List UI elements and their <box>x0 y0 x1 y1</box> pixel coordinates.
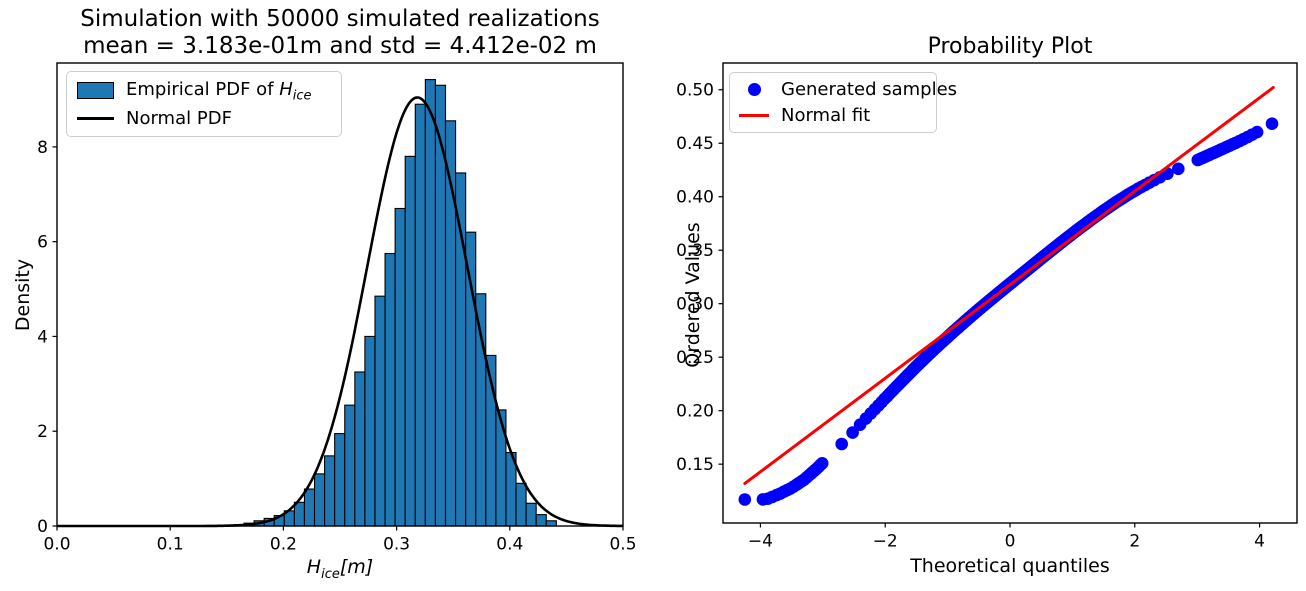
probplot-spines <box>722 62 1298 524</box>
right-legend: Generated samples Normal fit <box>729 72 957 133</box>
histogram-bar <box>515 482 527 527</box>
probability-plot <box>738 85 1279 506</box>
probplot-xtick-label: 2 <box>1129 532 1140 552</box>
left-xlabel: Hice[m] <box>57 556 623 582</box>
samples-dot-swatch <box>739 82 769 96</box>
probplot-ytick-label: 0.15 <box>676 455 714 475</box>
legend-item-generated-samples: Generated samples <box>739 79 957 100</box>
normal-pdf-line-swatch <box>77 117 114 121</box>
probplot-ticks: −4 −2 0 2 4 0.15 0.20 0.25 0.30 0.35 0.40 0.45 0.50 <box>676 81 1265 552</box>
sample-dot <box>835 437 848 451</box>
sample-dot <box>1172 162 1185 176</box>
probplot-ytick-label: 0.35 <box>676 241 714 261</box>
histogram-ytick-label: 0 <box>37 517 48 537</box>
sample-dot <box>1250 125 1264 139</box>
histogram-ytick-label: 8 <box>37 138 48 158</box>
sample-dot <box>1265 117 1279 130</box>
probplot-ytick-label: 0.50 <box>676 81 714 101</box>
histogram-bar <box>414 103 426 527</box>
probplot-ytick-label: 0.25 <box>676 348 714 368</box>
histogram-bar <box>495 409 507 527</box>
histogram-bar <box>334 433 346 527</box>
histogram-spines <box>56 62 624 527</box>
legend-item-normal-pdf: Normal PDF <box>77 108 331 129</box>
histogram-bar <box>384 252 396 527</box>
right-ylabel: Ordered Values <box>682 222 704 368</box>
probplot-xtick-label: 4 <box>1254 532 1265 552</box>
histogram-patch-swatch <box>77 82 114 100</box>
left-ylabel: Density <box>12 258 34 332</box>
legend-label-generated-samples: Generated samples <box>781 78 958 100</box>
legend-label-normal-pdf: Normal PDF <box>126 108 232 130</box>
histogram-axes: 0.0 0.1 0.2 0.3 0.4 0.5 0 2 4 6 8 <box>37 62 637 555</box>
histogram-bar <box>424 79 436 527</box>
histogram-bar <box>344 404 356 527</box>
histogram-ytick-label: 6 <box>37 233 48 253</box>
histogram-ticks: 0.0 0.1 0.2 0.3 0.4 0.5 0 2 4 6 8 <box>37 138 636 555</box>
legend-label-empirical-pdf: Empirical PDF of Hice <box>126 79 312 104</box>
histogram-bar <box>354 371 366 527</box>
probplot-ytick-label: 0.30 <box>676 295 714 315</box>
histogram-bar <box>394 207 406 527</box>
histogram-bar <box>404 155 416 527</box>
left-plot-title: Simulation with 50000 simulated realizat… <box>57 6 623 60</box>
legend-label-normal-fit: Normal fit <box>781 105 871 127</box>
legend-item-normal-fit: Normal fit <box>739 105 927 126</box>
probplot-ytick-label: 0.20 <box>676 402 714 422</box>
histogram-bar <box>303 488 316 527</box>
legend-label-var: H <box>279 78 293 100</box>
histogram-xtick-label: 0.3 <box>383 535 410 555</box>
histogram-bar <box>525 502 537 527</box>
histogram-xtick-label: 0.0 <box>43 535 70 555</box>
right-plot-title: Probability Plot <box>927 34 1093 59</box>
left-xlabel-subscript: ice <box>321 566 340 582</box>
sample-dot <box>815 457 829 470</box>
probplot-xtick-label: 0 <box>1005 532 1016 552</box>
histogram-xtick-label: 0.4 <box>496 535 523 555</box>
histogram-bar <box>465 231 477 527</box>
legend-label-pre: Empirical PDF of <box>126 78 280 100</box>
histogram-xtick-label: 0.2 <box>270 535 297 555</box>
sample-dot <box>738 493 752 506</box>
histogram-bar <box>535 514 547 527</box>
left-title-line2: mean = 3.183e-01m and std = 4.412e-02 m <box>83 33 597 59</box>
probplot-axes: −4 −2 0 2 4 0.15 0.20 0.25 0.30 0.35 0.40 0.45 0.50 <box>676 62 1298 552</box>
legend-item-empirical-pdf: Empirical PDF of Hice <box>77 79 331 104</box>
left-legend: Empirical PDF of Hice Normal PDF <box>66 71 342 137</box>
histogram-bars <box>233 79 557 527</box>
left-xlabel-unit: [m] <box>339 556 374 578</box>
normal-fit-line-swatch <box>739 114 769 118</box>
generated-samples-dots <box>738 117 1279 506</box>
normal-fit-line <box>743 85 1275 485</box>
probplot-xtick-label: −2 <box>873 532 898 552</box>
sample-dot <box>846 426 859 439</box>
left-title-line1: Simulation with 50000 simulated realizat… <box>80 6 600 32</box>
histogram-bar <box>313 473 326 527</box>
histogram-plot <box>57 79 623 528</box>
histogram-bar <box>374 295 386 527</box>
probplot-ytick-label: 0.45 <box>676 134 714 154</box>
left-xlabel-variable: H <box>306 556 322 578</box>
histogram-bar <box>545 520 557 527</box>
histogram-bar <box>364 335 376 527</box>
histogram-xtick-label: 0.1 <box>157 535 184 555</box>
probplot-xtick-label: −4 <box>748 532 773 552</box>
histogram-bar <box>324 455 336 527</box>
histogram-ytick-label: 4 <box>37 327 48 347</box>
histogram-xtick-label: 0.5 <box>609 535 636 555</box>
right-xlabel: Theoretical quantiles <box>910 555 1110 577</box>
probplot-ytick-label: 0.40 <box>676 188 714 208</box>
legend-label-sub: ice <box>292 88 312 104</box>
histogram-ytick-label: 2 <box>37 422 48 442</box>
histogram-bar <box>293 501 306 527</box>
